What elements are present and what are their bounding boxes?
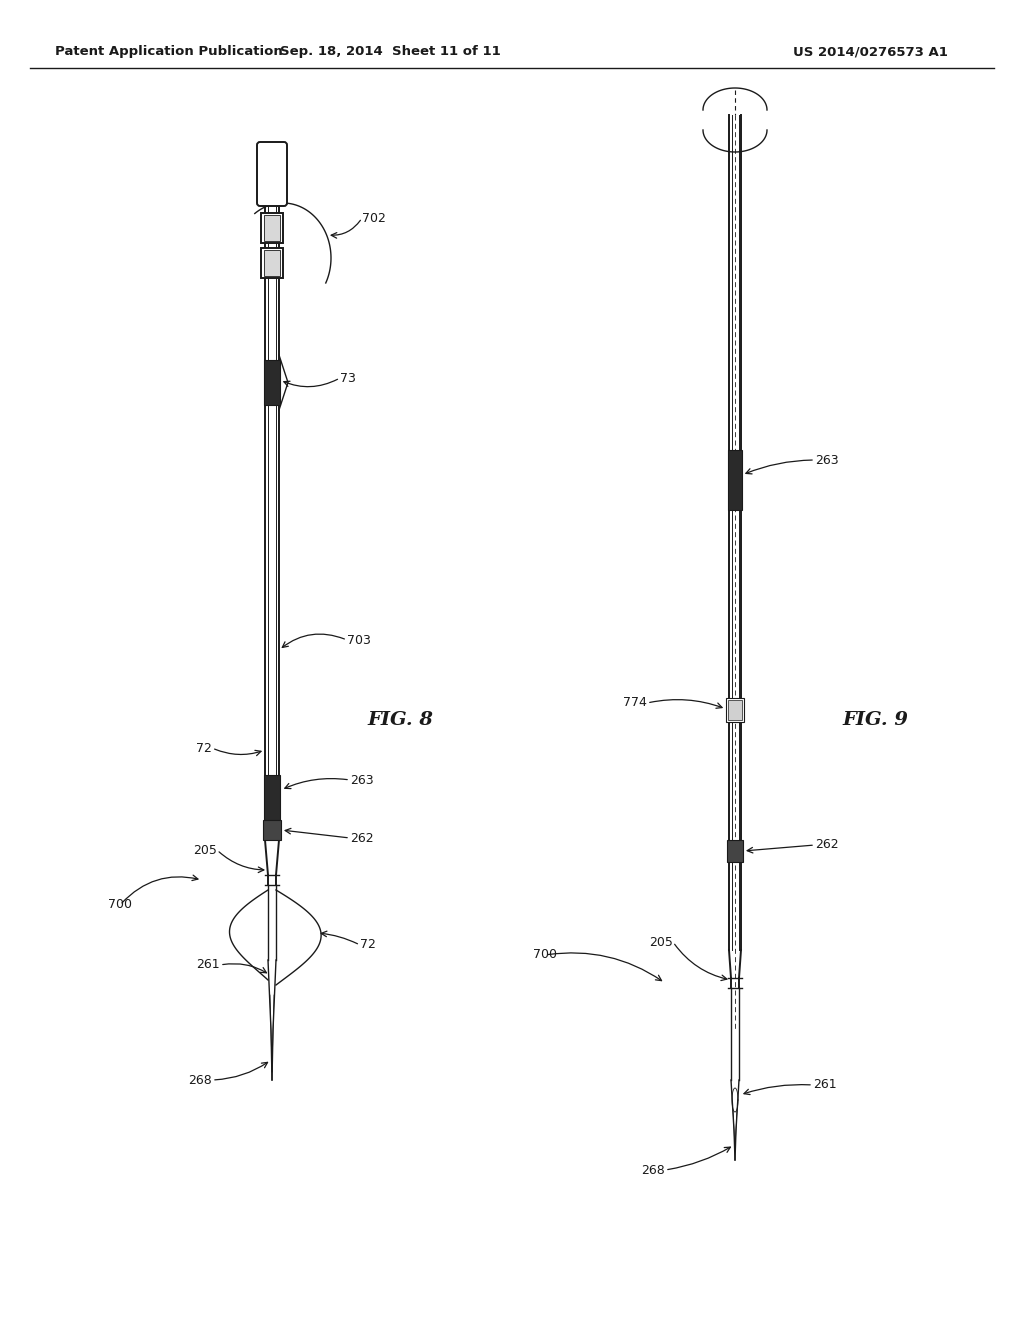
Bar bbox=[261, 213, 283, 243]
Bar bbox=[728, 700, 742, 719]
Bar bbox=[263, 820, 281, 840]
Text: US 2014/0276573 A1: US 2014/0276573 A1 bbox=[793, 45, 947, 58]
Bar bbox=[727, 840, 743, 862]
Text: 263: 263 bbox=[350, 774, 374, 787]
Text: 268: 268 bbox=[641, 1163, 665, 1176]
Text: Patent Application Publication: Patent Application Publication bbox=[55, 45, 283, 58]
Bar bbox=[264, 775, 280, 820]
Text: 205: 205 bbox=[194, 843, 217, 857]
Bar bbox=[264, 215, 280, 242]
Text: 774: 774 bbox=[624, 697, 647, 710]
FancyBboxPatch shape bbox=[257, 143, 287, 206]
Text: 261: 261 bbox=[813, 1078, 837, 1092]
Text: 703: 703 bbox=[347, 634, 371, 647]
Text: 261: 261 bbox=[197, 958, 220, 972]
Text: 702: 702 bbox=[362, 211, 386, 224]
Text: Sep. 18, 2014  Sheet 11 of 11: Sep. 18, 2014 Sheet 11 of 11 bbox=[280, 45, 501, 58]
Bar bbox=[726, 698, 744, 722]
Text: 205: 205 bbox=[649, 936, 673, 949]
Text: 262: 262 bbox=[350, 832, 374, 845]
Bar bbox=[264, 360, 280, 405]
Bar bbox=[261, 248, 283, 279]
Text: 262: 262 bbox=[815, 838, 839, 851]
Text: 700: 700 bbox=[108, 899, 132, 912]
Text: 268: 268 bbox=[188, 1073, 212, 1086]
Text: 263: 263 bbox=[815, 454, 839, 466]
Bar bbox=[264, 249, 280, 276]
Text: 72: 72 bbox=[197, 742, 212, 755]
Text: 73: 73 bbox=[340, 371, 356, 384]
Text: FIG. 8: FIG. 8 bbox=[367, 711, 433, 729]
Text: FIG. 9: FIG. 9 bbox=[842, 711, 908, 729]
Text: 72: 72 bbox=[360, 939, 376, 952]
Text: 700: 700 bbox=[534, 949, 557, 961]
Bar bbox=[728, 450, 742, 510]
